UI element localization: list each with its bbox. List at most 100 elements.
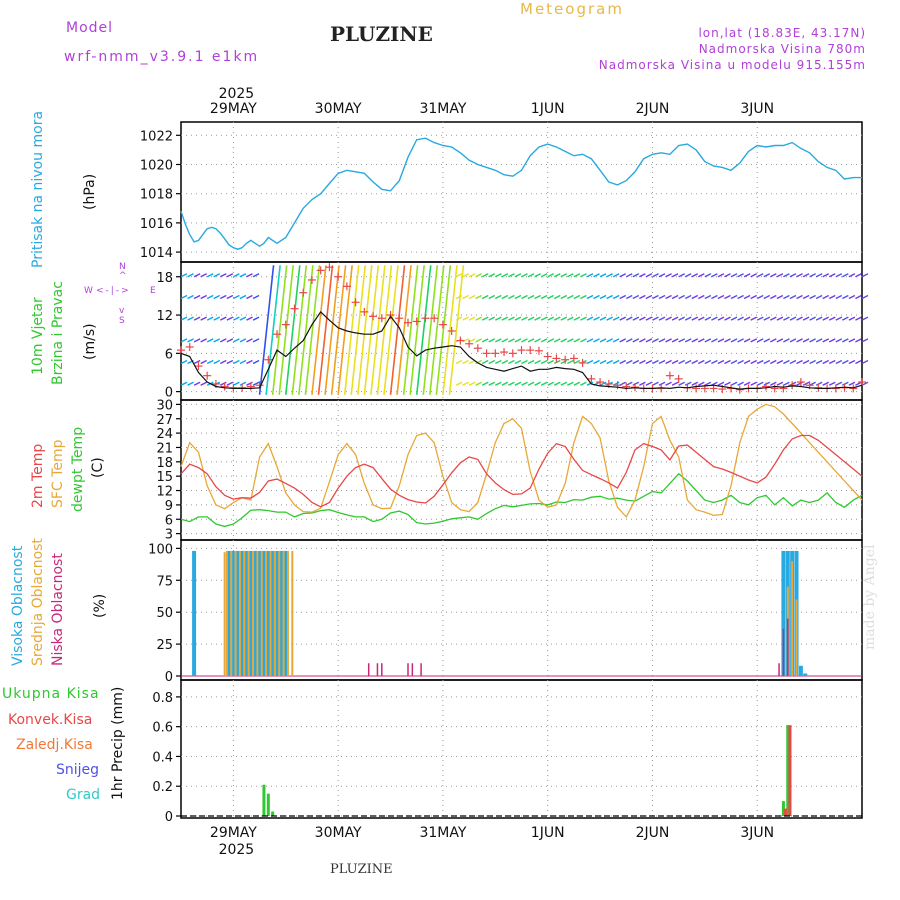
wind-barb	[560, 381, 568, 386]
wind-barb	[547, 359, 555, 365]
cloud-bar	[235, 550, 240, 676]
wind-barb	[756, 273, 764, 278]
wind-barb	[481, 338, 489, 343]
wind-barb	[796, 359, 803, 365]
wind-barb	[639, 359, 646, 365]
cloud-bar	[791, 561, 794, 676]
wind-barb	[586, 359, 594, 365]
wind-barb	[606, 294, 613, 300]
wind-barb	[704, 381, 712, 386]
wind-barb	[652, 316, 659, 321]
wind-barb	[730, 338, 738, 343]
wind-barb	[580, 381, 587, 386]
wind-barb	[678, 359, 685, 365]
wind-barb	[311, 265, 327, 395]
wind-dir-legend-bar: |	[110, 286, 116, 296]
wind-barb	[233, 381, 240, 386]
wind-barb	[350, 265, 367, 395]
wind-barb	[376, 265, 393, 395]
wind-barb	[737, 338, 744, 343]
wind-barb	[665, 338, 672, 343]
wind-barb	[246, 316, 253, 321]
wind-barb	[737, 294, 744, 300]
wind-barb	[704, 316, 712, 321]
wind-barb	[737, 381, 744, 386]
wind-barb	[239, 359, 247, 365]
wind-dir-legend-d1: -	[105, 286, 111, 296]
wind-barb	[658, 359, 666, 365]
wind-barb	[527, 316, 535, 321]
wind-barb	[514, 273, 522, 278]
wind-barb	[455, 294, 463, 300]
top-day-label: 30MAY	[315, 101, 362, 117]
wind-barb	[658, 294, 666, 300]
bottom-year-label: 2025	[219, 842, 255, 858]
wind-barb	[246, 273, 253, 278]
cloud-bar	[286, 550, 289, 676]
wind-barb	[180, 273, 188, 278]
wind-barb	[632, 316, 640, 321]
wind-barb	[475, 294, 482, 300]
temperature-ytick-label: 15	[156, 470, 173, 485]
wind-barb	[835, 381, 843, 386]
wind-barb	[822, 338, 830, 343]
top-day-label: 31MAY	[419, 101, 466, 117]
wind-barb	[848, 338, 856, 343]
dewpt-line	[180, 472, 863, 528]
bottom-day-label: 30MAY	[315, 825, 362, 841]
wind-barb	[540, 316, 548, 321]
wind-dir-legend-n: N	[119, 262, 126, 272]
wind-barb	[265, 265, 281, 395]
wind-barb	[475, 338, 482, 343]
wind-barb	[200, 273, 207, 278]
wind-barb	[697, 338, 705, 343]
wind-barb	[639, 338, 646, 343]
wind-barb	[534, 273, 541, 278]
wind-barb	[501, 359, 509, 365]
wind-barb	[560, 294, 568, 300]
temperature-ytick-label: 18	[156, 456, 173, 471]
wind-barb	[678, 381, 685, 386]
precip-title-conv: Konvek.Kisa	[8, 712, 93, 728]
wind-barb	[828, 294, 836, 300]
wind-barb	[625, 316, 633, 321]
wind-barb	[835, 338, 843, 343]
wind-barb	[233, 338, 240, 343]
wind-barb	[697, 359, 705, 365]
wind-barb	[691, 381, 699, 386]
wind-barb	[193, 338, 201, 343]
wind-barb	[409, 265, 425, 395]
wind-barb	[639, 316, 646, 321]
wind-barb	[789, 273, 797, 278]
top-day-label: 2JUN	[636, 101, 670, 117]
wind-barb	[246, 359, 253, 365]
wind-barb	[835, 316, 843, 321]
wind-ytick-label: 12	[156, 309, 173, 324]
wind-barb	[770, 316, 777, 321]
wind-barb	[612, 359, 620, 365]
wind-barb	[822, 316, 830, 321]
wind-barb	[252, 381, 260, 386]
wind-barb	[233, 316, 240, 321]
wind-barb	[691, 316, 699, 321]
wind-barb	[488, 316, 496, 321]
wind-barb	[606, 273, 613, 278]
top-day-label: 1JUN	[531, 101, 565, 117]
wind-barb	[455, 381, 463, 386]
wind-barb	[704, 359, 712, 365]
wind-barb	[560, 338, 568, 343]
wind-barb	[625, 381, 633, 386]
wind-barb	[567, 273, 574, 278]
cloud-bar	[278, 550, 281, 676]
sfc-temp-line	[180, 403, 863, 519]
wind-barb	[553, 316, 561, 321]
wind-barb	[665, 381, 672, 386]
wind-barb	[717, 294, 725, 300]
wind-barb	[848, 316, 856, 321]
wind-barb	[462, 338, 469, 343]
wind-barb	[547, 316, 555, 321]
wind-dir-legend-down: v	[119, 306, 125, 316]
wind-barb	[855, 316, 862, 321]
cloud-bar	[252, 550, 255, 676]
